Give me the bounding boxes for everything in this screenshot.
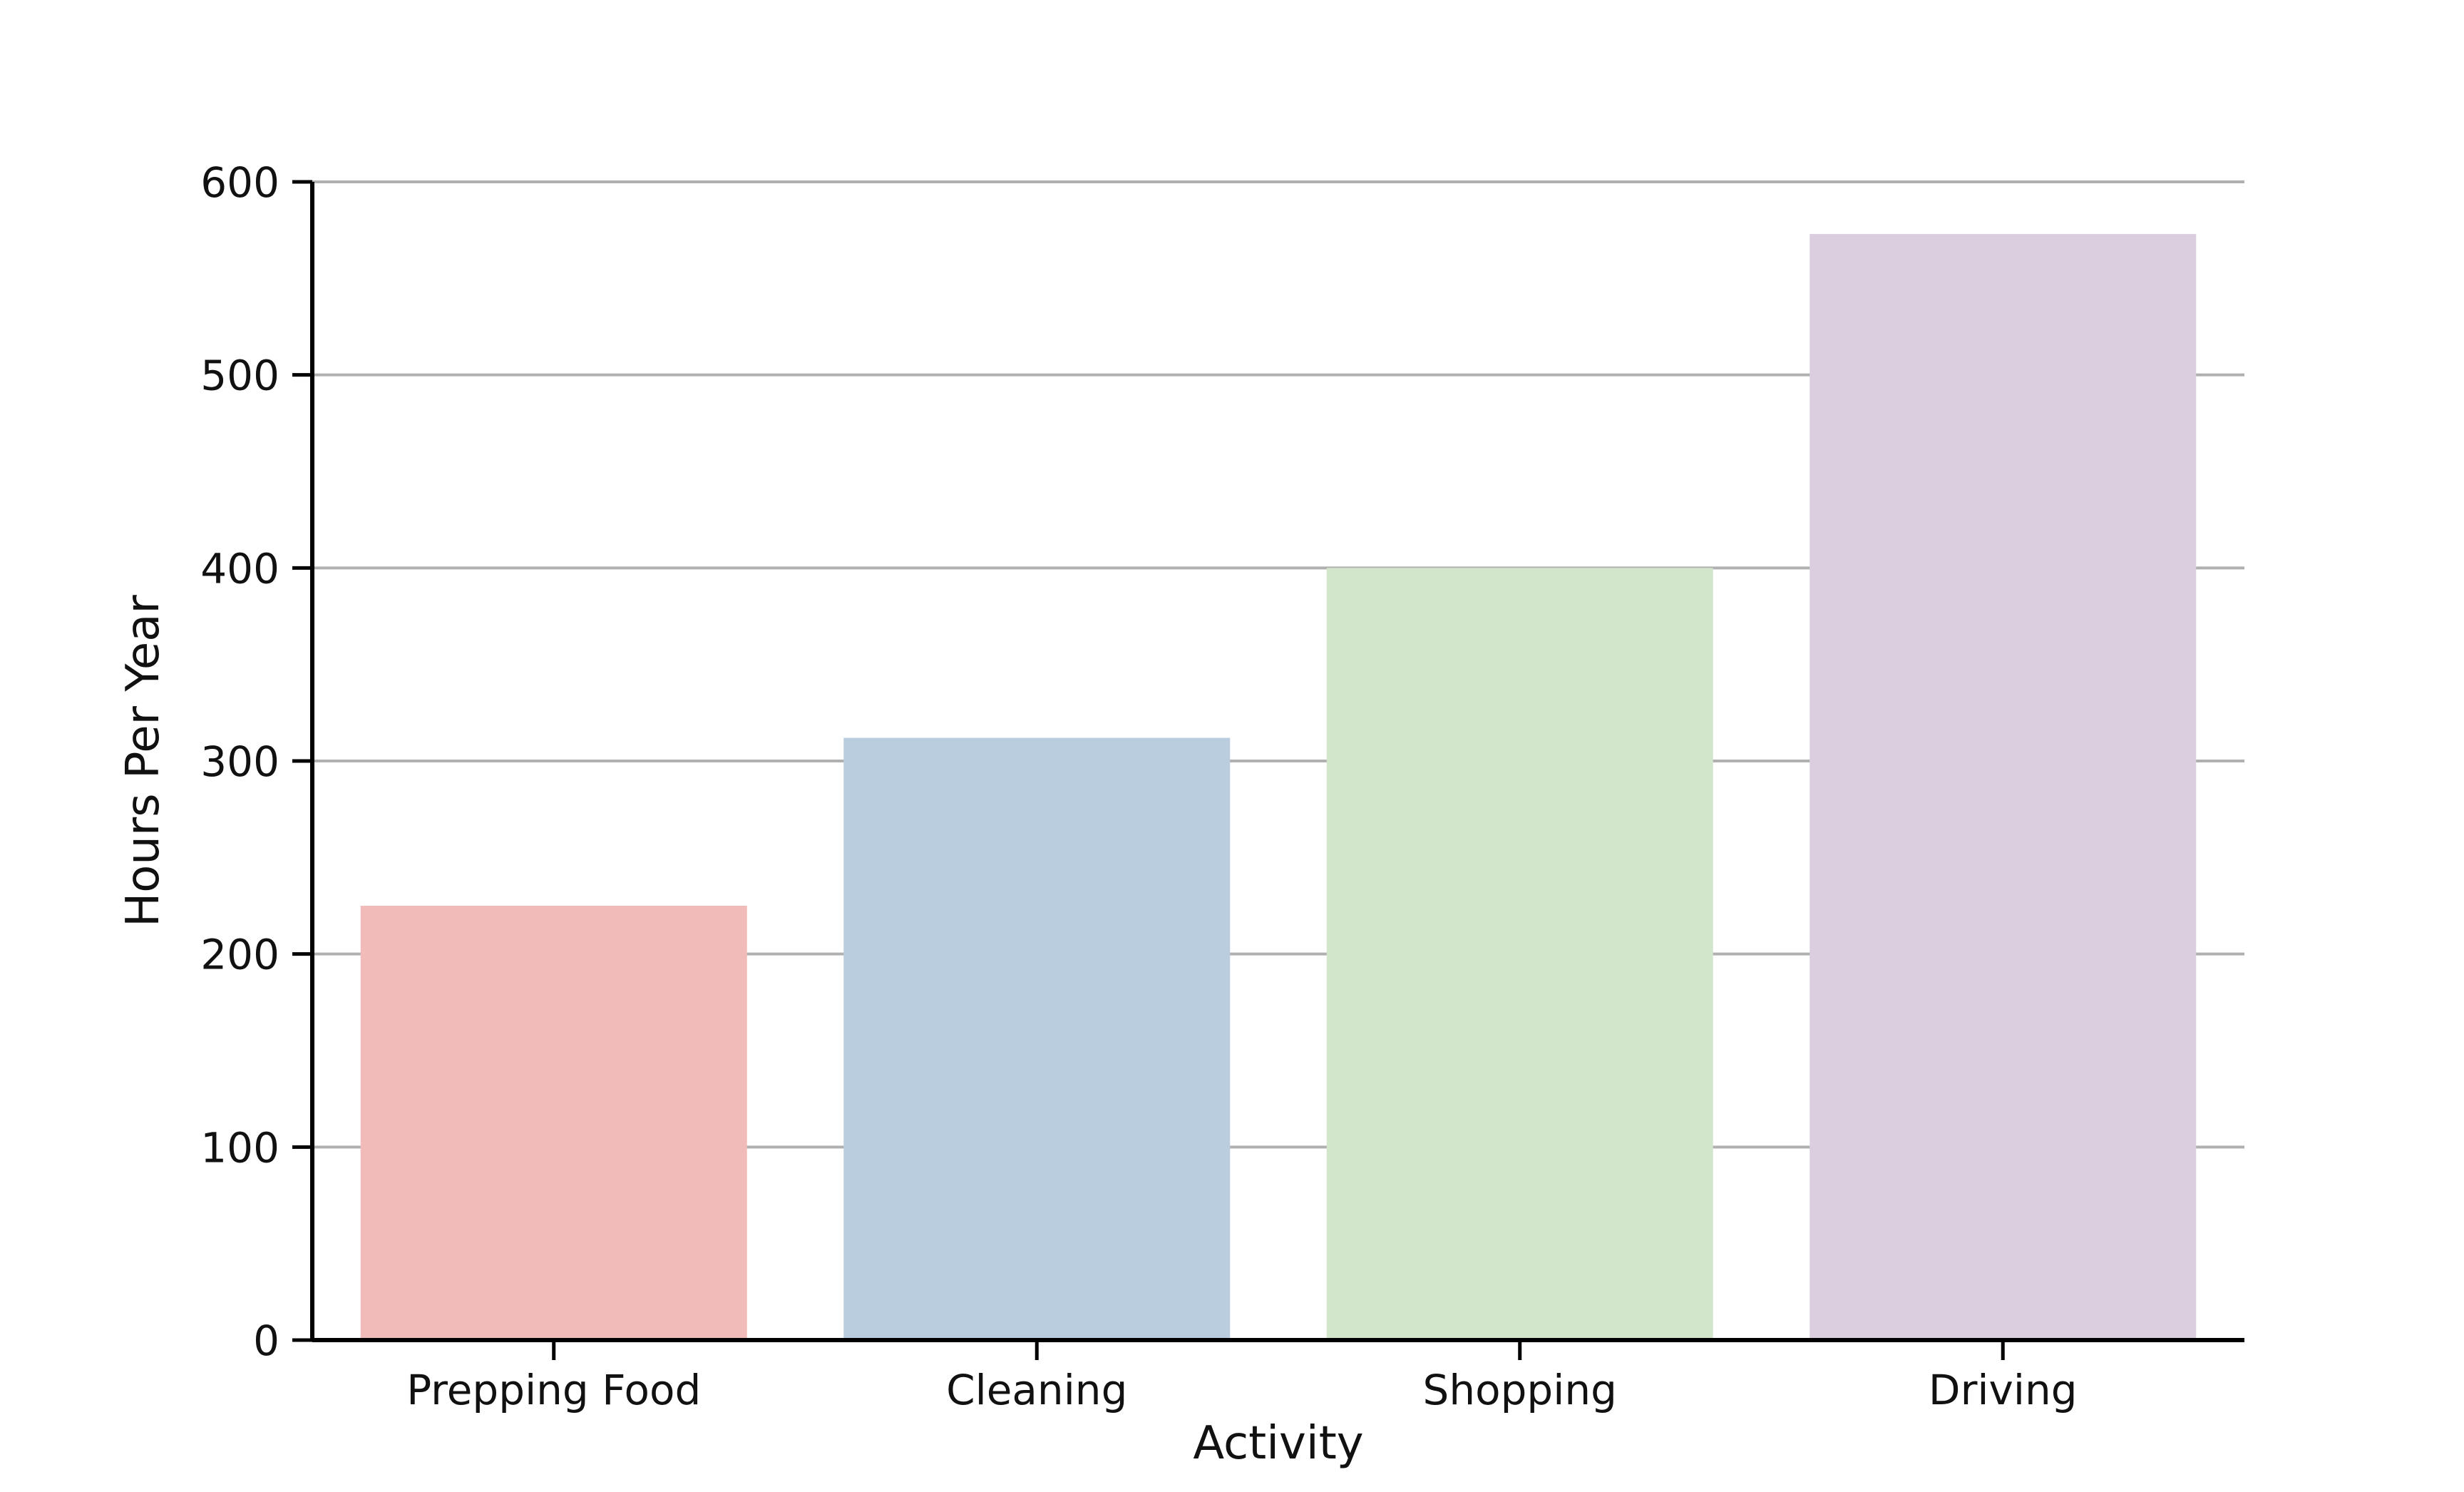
x-axis-title: Activity xyxy=(1193,1417,1363,1470)
bar-layer xyxy=(360,234,2197,1341)
x-tick-label-prepping-food: Prepping Food xyxy=(406,1366,701,1414)
y-tick-label-0: 0 xyxy=(253,1317,279,1365)
y-tick-label-300: 300 xyxy=(200,737,279,786)
label-layer: Activity Hours Per Year Prepping Food Cle… xyxy=(117,158,2078,1470)
x-tick-label-cleaning: Cleaning xyxy=(946,1366,1127,1414)
axis-layer xyxy=(292,180,2244,1360)
y-tick-label-100: 100 xyxy=(200,1123,279,1172)
bar-cleaning xyxy=(843,737,1231,1340)
y-axis-title: Hours Per Year xyxy=(117,594,170,926)
y-tick-label-500: 500 xyxy=(200,352,279,400)
bar-shopping xyxy=(1326,568,1713,1341)
x-tick-label-shopping: Shopping xyxy=(1423,1366,1617,1414)
y-tick-label-600: 600 xyxy=(200,158,279,207)
x-tick-label-driving: Driving xyxy=(1929,1366,2078,1414)
bar-driving xyxy=(1809,234,2197,1341)
y-tick-label-200: 200 xyxy=(200,931,279,979)
bar-prepping-food xyxy=(360,906,747,1340)
y-tick-label-400: 400 xyxy=(200,544,279,593)
